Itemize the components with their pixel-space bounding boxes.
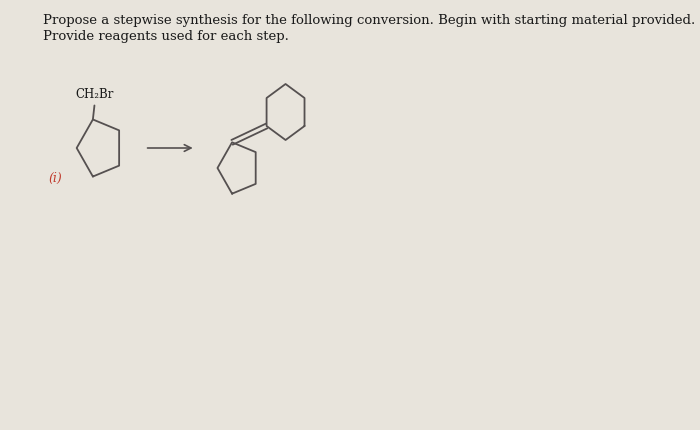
Text: Propose a stepwise synthesis for the following conversion. Begin with starting m: Propose a stepwise synthesis for the fol… [43,14,695,27]
Text: (i): (i) [48,172,62,185]
Text: Provide reagents used for each step.: Provide reagents used for each step. [43,30,289,43]
Text: CH₂Br: CH₂Br [76,89,113,101]
